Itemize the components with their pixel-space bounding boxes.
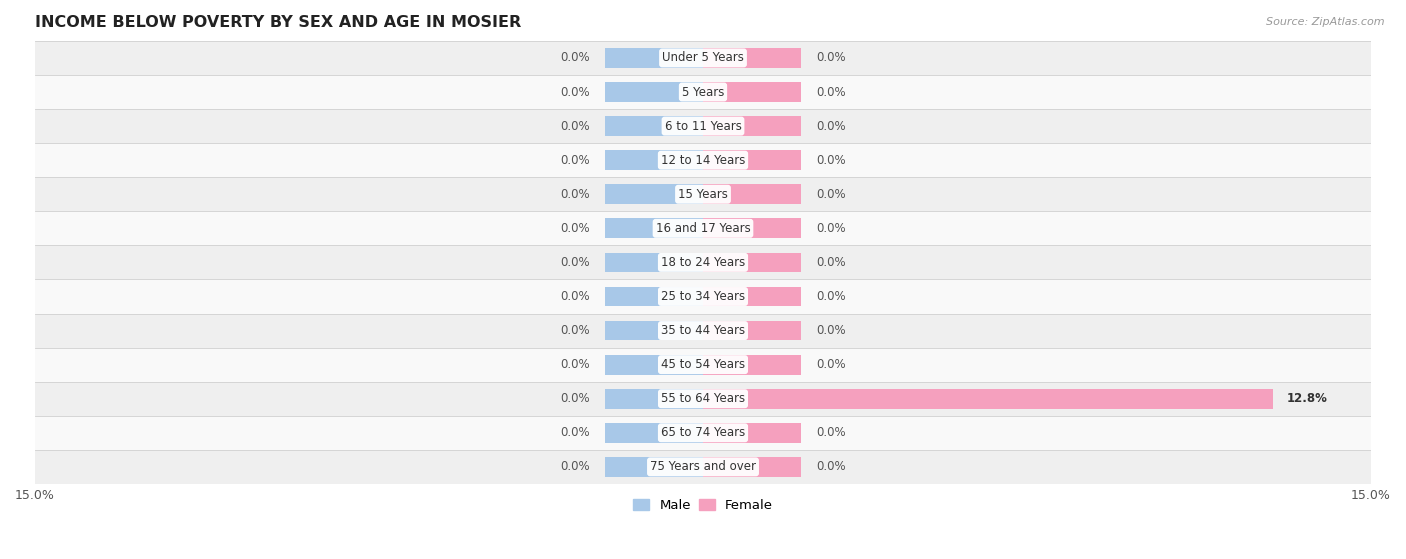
Bar	[703, 253, 801, 272]
Bar	[35, 211, 1371, 245]
Bar	[605, 82, 703, 102]
Bar	[35, 245, 1371, 280]
Bar	[605, 355, 703, 375]
Bar	[703, 150, 801, 170]
Bar	[703, 355, 801, 375]
Bar	[703, 184, 801, 204]
Text: 0.0%: 0.0%	[560, 120, 589, 132]
Text: 6 to 11 Years: 6 to 11 Years	[665, 120, 741, 132]
Text: 0.0%: 0.0%	[817, 154, 846, 167]
Bar	[35, 41, 1371, 75]
Text: 0.0%: 0.0%	[560, 188, 589, 201]
Bar	[35, 177, 1371, 211]
Bar	[35, 75, 1371, 109]
Bar	[605, 389, 703, 409]
Bar	[35, 280, 1371, 314]
Text: 0.0%: 0.0%	[817, 324, 846, 337]
Text: 12.8%: 12.8%	[1286, 392, 1327, 405]
Text: 0.0%: 0.0%	[560, 358, 589, 371]
Bar	[605, 184, 703, 204]
Legend: Male, Female: Male, Female	[627, 494, 779, 517]
Text: 0.0%: 0.0%	[560, 51, 589, 64]
Text: 0.0%: 0.0%	[817, 120, 846, 132]
Bar	[703, 389, 1272, 409]
Text: 12 to 14 Years: 12 to 14 Years	[661, 154, 745, 167]
Text: 0.0%: 0.0%	[817, 86, 846, 98]
Bar	[35, 450, 1371, 484]
Bar	[605, 457, 703, 477]
Text: 45 to 54 Years: 45 to 54 Years	[661, 358, 745, 371]
Text: 0.0%: 0.0%	[560, 290, 589, 303]
Text: 35 to 44 Years: 35 to 44 Years	[661, 324, 745, 337]
Text: 0.0%: 0.0%	[817, 188, 846, 201]
Bar	[703, 457, 801, 477]
Bar	[605, 287, 703, 306]
Text: 5 Years: 5 Years	[682, 86, 724, 98]
Text: 0.0%: 0.0%	[817, 256, 846, 269]
Bar	[703, 321, 801, 340]
Text: 18 to 24 Years: 18 to 24 Years	[661, 256, 745, 269]
Bar	[605, 116, 703, 136]
Bar	[703, 82, 801, 102]
Bar	[703, 116, 801, 136]
Text: 0.0%: 0.0%	[560, 324, 589, 337]
Text: INCOME BELOW POVERTY BY SEX AND AGE IN MOSIER: INCOME BELOW POVERTY BY SEX AND AGE IN M…	[35, 15, 522, 30]
Text: 65 to 74 Years: 65 to 74 Years	[661, 427, 745, 439]
Text: Under 5 Years: Under 5 Years	[662, 51, 744, 64]
Bar	[605, 423, 703, 443]
Bar	[605, 48, 703, 68]
Text: 0.0%: 0.0%	[560, 392, 589, 405]
Text: 0.0%: 0.0%	[560, 461, 589, 473]
Text: 0.0%: 0.0%	[817, 51, 846, 64]
Text: 0.0%: 0.0%	[817, 461, 846, 473]
Text: 0.0%: 0.0%	[817, 290, 846, 303]
Bar	[35, 314, 1371, 348]
Bar	[703, 48, 801, 68]
Text: Source: ZipAtlas.com: Source: ZipAtlas.com	[1267, 17, 1385, 27]
Bar	[605, 321, 703, 340]
Text: 75 Years and over: 75 Years and over	[650, 461, 756, 473]
Text: 0.0%: 0.0%	[817, 358, 846, 371]
Bar	[703, 287, 801, 306]
Text: 0.0%: 0.0%	[560, 86, 589, 98]
Bar	[35, 143, 1371, 177]
Text: 0.0%: 0.0%	[817, 222, 846, 235]
Bar	[35, 109, 1371, 143]
Bar	[605, 150, 703, 170]
Bar	[703, 219, 801, 238]
Text: 16 and 17 Years: 16 and 17 Years	[655, 222, 751, 235]
Text: 15 Years: 15 Years	[678, 188, 728, 201]
Text: 55 to 64 Years: 55 to 64 Years	[661, 392, 745, 405]
Text: 0.0%: 0.0%	[560, 256, 589, 269]
Bar	[35, 382, 1371, 416]
Text: 0.0%: 0.0%	[817, 427, 846, 439]
Text: 25 to 34 Years: 25 to 34 Years	[661, 290, 745, 303]
Bar	[605, 253, 703, 272]
Text: 0.0%: 0.0%	[560, 222, 589, 235]
Bar	[35, 416, 1371, 450]
Bar	[703, 423, 801, 443]
Bar	[605, 219, 703, 238]
Text: 0.0%: 0.0%	[560, 154, 589, 167]
Text: 0.0%: 0.0%	[560, 427, 589, 439]
Bar	[35, 348, 1371, 382]
